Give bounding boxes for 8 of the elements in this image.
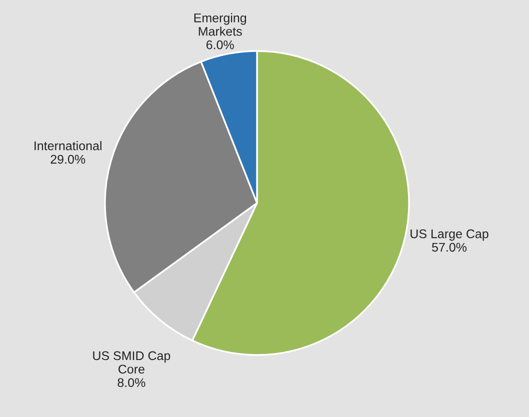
data-label: 57.0% (432, 242, 467, 252)
data-label: 29.0% (50, 154, 86, 164)
data-label: 6.0% (206, 40, 234, 50)
slice-label: Emerging Markets (194, 13, 246, 36)
slice-label: International (34, 141, 102, 150)
data-label: 8.0% (118, 378, 146, 388)
slice-label: US SMID Cap Core (93, 351, 170, 374)
slice-label: US Large Cap (410, 229, 488, 241)
